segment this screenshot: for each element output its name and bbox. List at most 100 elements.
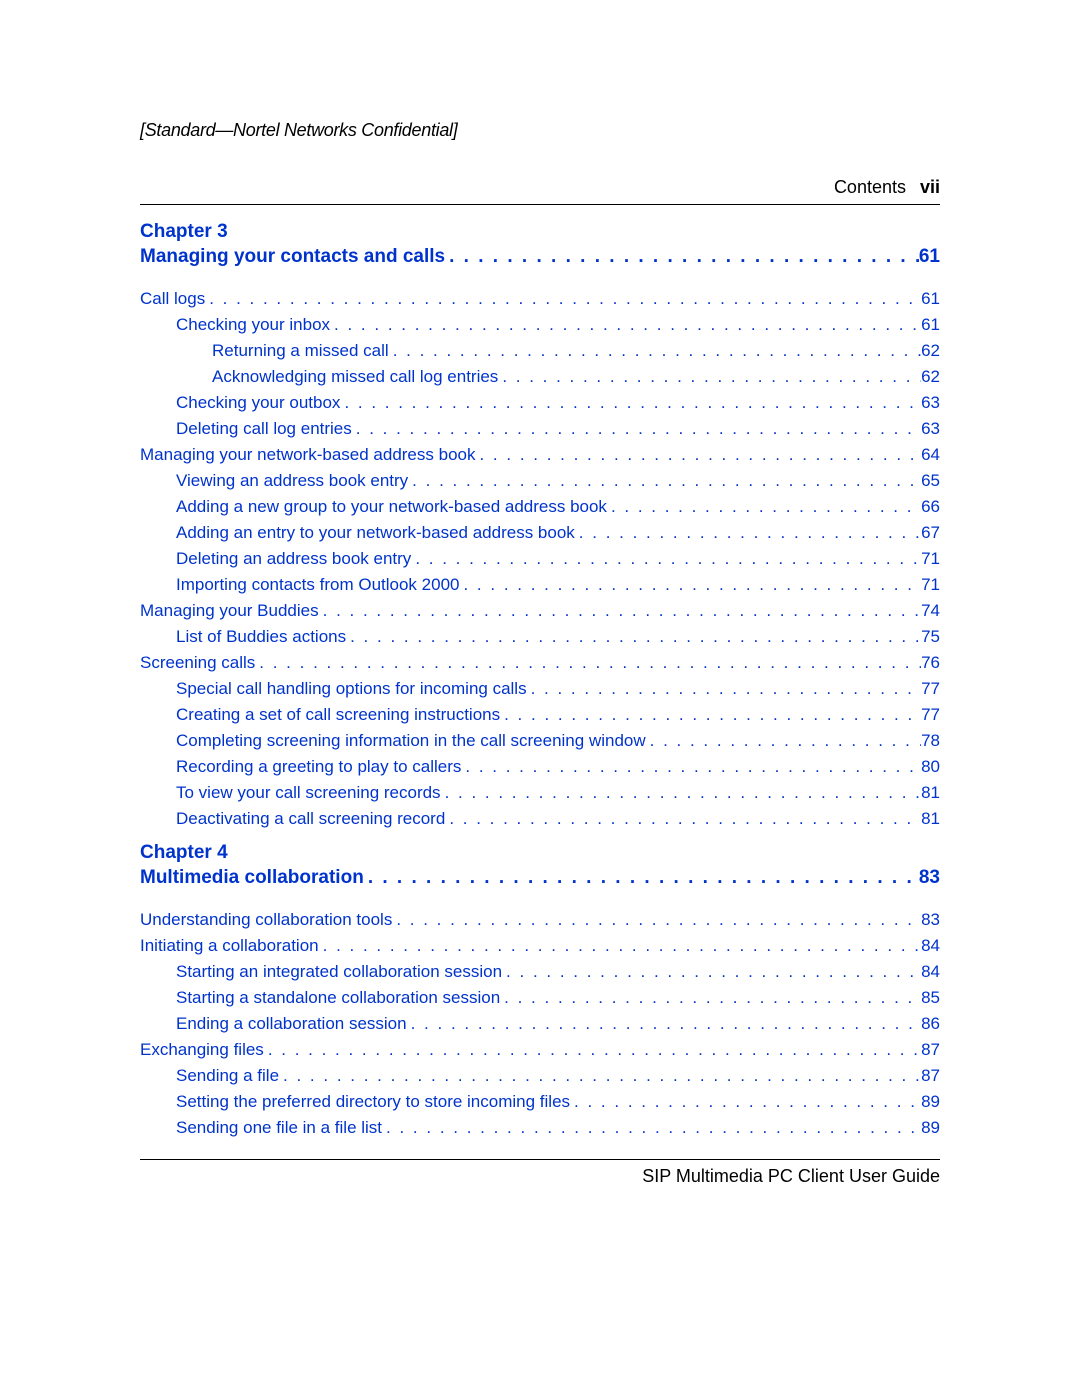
toc-entry-page: 64 <box>921 442 940 468</box>
toc-entry[interactable]: Special call handling options for incomi… <box>140 676 940 702</box>
leader-dots: . . . . . . . . . . . . . . . . . . . . … <box>500 702 921 728</box>
chapter-label[interactable]: Chapter 3 <box>140 221 940 243</box>
toc-entry[interactable]: Viewing an address book entry . . . . . … <box>140 468 940 494</box>
toc-entry[interactable]: Adding an entry to your network-based ad… <box>140 520 940 546</box>
leader-dots: . . . . . . . . . . . . . . . . . . . . … <box>382 1115 921 1141</box>
leader-dots: . . . . . . . . . . . . . . . . . . . . … <box>264 1037 921 1063</box>
toc-entry[interactable]: To view your call screening records . . … <box>140 780 940 806</box>
chapter-title-row[interactable]: Managing your contacts and calls . . . .… <box>140 246 940 268</box>
toc-entry-page: 77 <box>921 702 940 728</box>
toc-entry[interactable]: Ending a collaboration session . . . . .… <box>140 1011 940 1037</box>
toc-entry-page: 63 <box>921 416 940 442</box>
toc-entry-text: Setting the preferred directory to store… <box>176 1089 570 1115</box>
leader-dots: . . . . . . . . . . . . . . . . . . . . … <box>407 1011 921 1037</box>
toc-entry-text: List of Buddies actions <box>176 624 346 650</box>
leader-dots: . . . . . . . . . . . . . . . . . . . . … <box>498 364 921 390</box>
toc-entry-text: Initiating a collaboration <box>140 933 319 959</box>
toc-entry-page: 71 <box>921 572 940 598</box>
toc-entry[interactable]: Completing screening information in the … <box>140 728 940 754</box>
chapter-page: 83 <box>919 867 940 889</box>
toc-entry[interactable]: Creating a set of call screening instruc… <box>140 702 940 728</box>
toc-entry[interactable]: Setting the preferred directory to store… <box>140 1089 940 1115</box>
leader-dots: . . . . . . . . . . . . . . . . . . . . … <box>445 246 919 268</box>
chapter-label[interactable]: Chapter 4 <box>140 842 940 864</box>
toc-entry-text: Viewing an address book entry <box>176 468 408 494</box>
toc-entry-text: Adding a new group to your network-based… <box>176 494 607 520</box>
toc-entry[interactable]: Adding a new group to your network-based… <box>140 494 940 520</box>
leader-dots: . . . . . . . . . . . . . . . . . . . . … <box>319 598 921 624</box>
chapter-title: Multimedia collaboration <box>140 867 364 889</box>
toc-entry-page: 74 <box>921 598 940 624</box>
toc-entry[interactable]: Initiating a collaboration . . . . . . .… <box>140 933 940 959</box>
toc-entry-page: 71 <box>921 546 940 572</box>
page: [Standard—Nortel Networks Confidential] … <box>0 0 1080 1397</box>
leader-dots: . . . . . . . . . . . . . . . . . . . . … <box>500 985 921 1011</box>
toc-entry-page: 77 <box>921 676 940 702</box>
toc-entry[interactable]: Checking your outbox . . . . . . . . . .… <box>140 390 940 416</box>
leader-dots: . . . . . . . . . . . . . . . . . . . . … <box>330 312 921 338</box>
leader-dots: . . . . . . . . . . . . . . . . . . . . … <box>461 754 921 780</box>
toc-entry-page: 63 <box>921 390 940 416</box>
chapter-title-row[interactable]: Multimedia collaboration . . . . . . . .… <box>140 867 940 889</box>
toc-entry[interactable]: Recording a greeting to play to callers … <box>140 754 940 780</box>
toc-entry-page: 89 <box>921 1115 940 1141</box>
toc-entry[interactable]: Exchanging files . . . . . . . . . . . .… <box>140 1037 940 1063</box>
leader-dots: . . . . . . . . . . . . . . . . . . . . … <box>527 676 921 702</box>
toc-entry-page: 84 <box>921 933 940 959</box>
leader-dots: . . . . . . . . . . . . . . . . . . . . … <box>408 468 921 494</box>
leader-dots: . . . . . . . . . . . . . . . . . . . . … <box>279 1063 921 1089</box>
chapter-block: Chapter 4 Multimedia collaboration . . . … <box>140 842 940 1141</box>
toc-entry[interactable]: Sending one file in a file list . . . . … <box>140 1115 940 1141</box>
leader-dots: . . . . . . . . . . . . . . . . . . . . … <box>392 907 921 933</box>
leader-dots: . . . . . . . . . . . . . . . . . . . . … <box>475 442 921 468</box>
toc-entries: Understanding collaboration tools . . . … <box>140 907 940 1141</box>
toc-entry-page: 81 <box>921 806 940 832</box>
leader-dots: . . . . . . . . . . . . . . . . . . . . … <box>607 494 921 520</box>
toc-entry[interactable]: Checking your inbox . . . . . . . . . . … <box>140 312 940 338</box>
toc-entry-page: 84 <box>921 959 940 985</box>
toc-entry[interactable]: List of Buddies actions . . . . . . . . … <box>140 624 940 650</box>
toc-entry[interactable]: Deleting an address book entry . . . . .… <box>140 546 940 572</box>
toc-entry-text: Deactivating a call screening record <box>176 806 445 832</box>
toc-entry-text: Ending a collaboration session <box>176 1011 407 1037</box>
toc-entry-text: Checking your outbox <box>176 390 340 416</box>
toc-entry-page: 75 <box>921 624 940 650</box>
toc-entry-page: 86 <box>921 1011 940 1037</box>
toc-entry[interactable]: Managing your Buddies . . . . . . . . . … <box>140 598 940 624</box>
toc-entry-page: 61 <box>921 286 940 312</box>
leader-dots: . . . . . . . . . . . . . . . . . . . . … <box>346 624 921 650</box>
leader-dots: . . . . . . . . . . . . . . . . . . . . … <box>205 286 921 312</box>
toc-entry[interactable]: Starting an integrated collaboration ses… <box>140 959 940 985</box>
toc-entry-page: 78 <box>921 728 940 754</box>
toc-entry[interactable]: Starting a standalone collaboration sess… <box>140 985 940 1011</box>
toc-entry-text: Understanding collaboration tools <box>140 907 392 933</box>
toc-entry-text: Call logs <box>140 286 205 312</box>
toc-entry[interactable]: Returning a missed call . . . . . . . . … <box>140 338 940 364</box>
toc-entry-text: Adding an entry to your network-based ad… <box>176 520 575 546</box>
toc-entry[interactable]: Call logs . . . . . . . . . . . . . . . … <box>140 286 940 312</box>
leader-dots: . . . . . . . . . . . . . . . . . . . . … <box>255 650 921 676</box>
leader-dots: . . . . . . . . . . . . . . . . . . . . … <box>441 780 922 806</box>
toc-entry-text: Completing screening information in the … <box>176 728 646 754</box>
toc-entry-text: Starting an integrated collaboration ses… <box>176 959 502 985</box>
toc-entry[interactable]: Deleting call log entries . . . . . . . … <box>140 416 940 442</box>
leader-dots: . . . . . . . . . . . . . . . . . . . . … <box>570 1089 921 1115</box>
toc-entry[interactable]: Understanding collaboration tools . . . … <box>140 907 940 933</box>
footer-rule <box>140 1159 940 1160</box>
toc-entry-page: 89 <box>921 1089 940 1115</box>
toc-entry-text: Acknowledging missed call log entries <box>212 364 498 390</box>
toc-entry-text: Returning a missed call <box>212 338 389 364</box>
toc-entry-page: 62 <box>921 364 940 390</box>
guide-title: SIP Multimedia PC Client User Guide <box>642 1166 940 1187</box>
toc-entry[interactable]: Managing your network-based address book… <box>140 442 940 468</box>
leader-dots: . . . . . . . . . . . . . . . . . . . . … <box>352 416 921 442</box>
toc-entry[interactable]: Deactivating a call screening record . .… <box>140 806 940 832</box>
toc-entry-text: Managing your Buddies <box>140 598 319 624</box>
toc-entry-page: 87 <box>921 1037 940 1063</box>
toc-entry[interactable]: Importing contacts from Outlook 2000 . .… <box>140 572 940 598</box>
toc-entry-page: 66 <box>921 494 940 520</box>
table-of-contents: Chapter 3 Managing your contacts and call… <box>140 221 940 1141</box>
toc-entry[interactable]: Sending a file . . . . . . . . . . . . .… <box>140 1063 940 1089</box>
toc-entry[interactable]: Screening calls . . . . . . . . . . . . … <box>140 650 940 676</box>
toc-entry[interactable]: Acknowledging missed call log entries . … <box>140 364 940 390</box>
